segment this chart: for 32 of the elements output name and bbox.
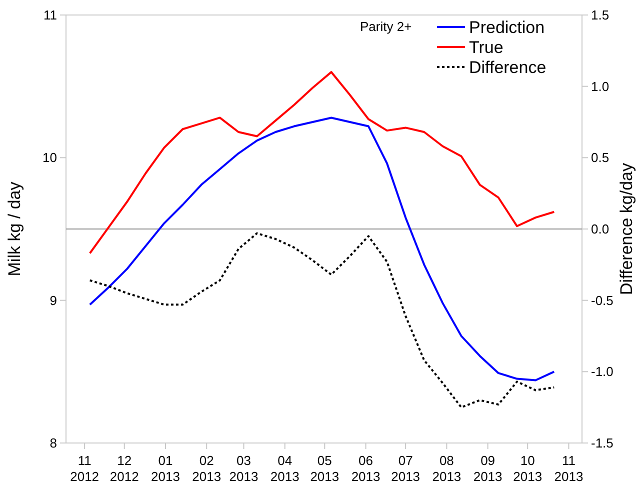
x-tick-label: 04 2013 (270, 453, 300, 484)
x-tick-label: 03 2013 (229, 453, 258, 484)
y-tick-label: 10 (42, 150, 57, 166)
y-tick-label: 9 (50, 292, 57, 308)
x-tick-label: 06 2013 (351, 453, 380, 484)
y2-tick-label: -1.5 (591, 436, 614, 451)
x-tick-label: 05 2013 (310, 453, 340, 484)
x-tick-label: 01 2013 (151, 453, 180, 484)
x-tick-label: 02 2013 (192, 453, 222, 484)
y2-tick-label: -1.0 (591, 364, 614, 380)
y2-tick-label: 0.0 (591, 222, 610, 237)
y2-axis-title: Difference kg/day (617, 162, 636, 295)
x-tick-label: 11 2013 (554, 453, 584, 484)
legend-label: Prediction (469, 18, 545, 37)
legend-label: True (469, 38, 504, 57)
x-tick-label: 09 2013 (473, 453, 502, 484)
y2-tick-label: -0.5 (591, 292, 614, 308)
legend-label: Difference (469, 58, 546, 77)
x-tick-label: 12 2012 (110, 453, 139, 484)
x-tick-label: 10 2013 (513, 453, 542, 484)
x-tick-label: 07 2013 (391, 453, 420, 484)
y-tick-label: 11 (44, 8, 57, 23)
y-axis-title: Milk kg / day (5, 181, 24, 276)
x-tick-label: 11 2012 (70, 453, 100, 484)
y2-tick-label: 0.5 (591, 150, 610, 166)
x-tick-label: 08 2013 (432, 453, 462, 484)
y2-tick-label: 1.0 (591, 78, 610, 94)
y2-tick-label: 1.5 (591, 8, 610, 23)
line-series (88, 232, 556, 408)
y-tick-label: 8 (50, 436, 57, 451)
legend-title: Parity 2+ (360, 19, 412, 34)
line-series (88, 116, 556, 382)
